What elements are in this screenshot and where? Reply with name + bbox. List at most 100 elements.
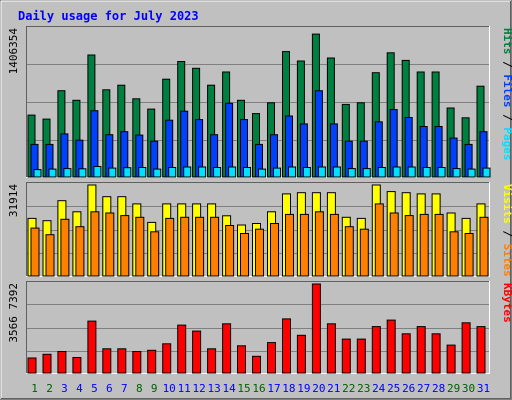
bar-kbytes-day-2 [42, 353, 52, 374]
bar-sites-day-19 [299, 213, 309, 277]
bar-kbytes-day-19 [296, 334, 306, 374]
bar-pages-day-12 [198, 166, 207, 178]
bar-pages-day-18 [288, 166, 296, 178]
bar-kbytes-day-3 [57, 351, 67, 374]
bar-pages-day-2 [48, 168, 57, 178]
bar-kbytes-day-24 [371, 326, 381, 374]
bar-kbytes-day-26 [401, 333, 411, 374]
bar-sites-day-31 [479, 216, 489, 277]
bar-kbytes-day-28 [431, 333, 441, 374]
bar-sites-day-20 [314, 211, 324, 277]
x-tick-label: 9 [151, 382, 158, 395]
bar-pages-day-14 [228, 166, 237, 178]
bar-sites-day-17 [270, 223, 279, 277]
bar-kbytes-day-7 [117, 348, 127, 374]
bar-sites-day-13 [210, 216, 220, 277]
bar-sites-day-21 [329, 213, 339, 277]
x-tick-label: 5 [91, 382, 98, 395]
bar-pages-day-31 [482, 167, 491, 178]
bar-pages-day-1 [33, 169, 42, 178]
x-tick-label: 31 [477, 382, 490, 395]
bar-kbytes-day-30 [461, 322, 471, 374]
bar-sites-day-5 [90, 211, 100, 277]
x-tick-label: 18 [282, 382, 295, 395]
x-tick-label: 19 [297, 382, 310, 395]
legend-item-hits: Hits [501, 28, 512, 55]
bar-sites-day-6 [105, 212, 115, 277]
bar-sites-day-23 [359, 228, 369, 277]
bar-sites-day-26 [404, 215, 414, 277]
bar-sites-day-30 [464, 233, 474, 277]
bar-pages-day-3 [63, 168, 72, 178]
x-tick-label: 28 [432, 382, 445, 395]
x-tick-label: 4 [76, 382, 83, 395]
x-tick-label: 30 [462, 382, 475, 395]
bar-kbytes-day-31 [476, 326, 486, 374]
bar-sites-day-7 [120, 215, 130, 277]
bar-kbytes-day-8 [132, 351, 142, 374]
bar-pages-day-15 [243, 167, 251, 178]
bar-pages-day-25 [392, 166, 401, 178]
bar-pages-day-29 [452, 168, 461, 178]
bar-sites-day-25 [389, 212, 399, 277]
legend-separator: / [501, 224, 512, 244]
bar-pages-day-30 [467, 168, 476, 178]
legend-item-kbytes: KBytes [501, 283, 512, 323]
bar-kbytes-day-12 [192, 330, 202, 374]
x-tick-label: 24 [372, 382, 386, 395]
panel-kbytes: 3566 7392 KBytes [7, 281, 512, 374]
bar-sites-day-22 [344, 226, 354, 277]
bar-kbytes-day-29 [446, 344, 456, 374]
panel-kbytes-legend: KBytes [501, 283, 512, 323]
x-tick-label: 3 [61, 382, 68, 395]
x-tick-label: 27 [417, 382, 430, 395]
bar-kbytes-day-4 [72, 357, 82, 374]
bar-kbytes-day-5 [87, 320, 97, 374]
x-tick-label: 21 [327, 382, 340, 395]
x-tick-label: 10 [163, 382, 176, 395]
bar-pages-day-5 [93, 166, 102, 178]
bar-kbytes-day-23 [356, 338, 366, 374]
bar-kbytes-day-21 [326, 323, 336, 374]
x-tick-label: 26 [402, 382, 415, 395]
bar-sites-day-27 [419, 213, 429, 277]
bar-kbytes-day-9 [147, 349, 157, 374]
bar-pages-day-19 [302, 167, 311, 178]
x-tick-label: 13 [207, 382, 220, 395]
bar-sites-day-14 [225, 225, 235, 277]
bar-sites-day-3 [60, 218, 70, 277]
bar-pages-day-26 [407, 166, 416, 178]
bar-sites-day-9 [150, 231, 160, 277]
bar-pages-day-11 [183, 166, 192, 178]
legend-item-sites: Sites [501, 244, 512, 277]
x-tick-label: 14 [222, 382, 236, 395]
bar-sites-day-18 [285, 213, 294, 277]
x-tick-label: 25 [387, 382, 400, 395]
x-tick-label: 2 [46, 382, 53, 395]
bar-kbytes-day-6 [102, 348, 112, 374]
bar-sites-day-24 [374, 203, 384, 277]
x-tick-label: 17 [267, 382, 280, 395]
bar-sites-day-4 [75, 226, 85, 277]
bar-pages-day-7 [123, 167, 132, 178]
bar-sites-day-8 [135, 216, 145, 277]
legend-item-pages: Pages [501, 127, 512, 160]
bar-pages-day-27 [422, 167, 431, 178]
bar-sites-day-29 [449, 231, 459, 277]
x-axis-labels: 1 2 3 4 5 6 7 8 9 10 11 12 13 14 15 16 17 18 19 20 21 22 23 24 2… [31, 382, 490, 395]
bar-pages-day-9 [153, 168, 162, 178]
panel-visits-max-label: 31914 [7, 184, 20, 217]
bar-sites-day-1 [30, 227, 40, 277]
legend-item-files: Files [501, 74, 512, 107]
bar-sites-day-10 [165, 217, 175, 277]
bar-kbytes-day-11 [177, 324, 187, 374]
bar-pages-day-21 [332, 166, 341, 178]
panel-visits-legend: Visits / Sites [501, 184, 512, 277]
legend-item-visits: Visits [501, 184, 512, 224]
bar-kbytes-day-16 [252, 355, 261, 374]
panel-hits: 1406354 Hits / Files / Pages [7, 26, 512, 178]
bar-kbytes-day-17 [267, 342, 276, 374]
bar-pages-day-8 [138, 167, 147, 178]
